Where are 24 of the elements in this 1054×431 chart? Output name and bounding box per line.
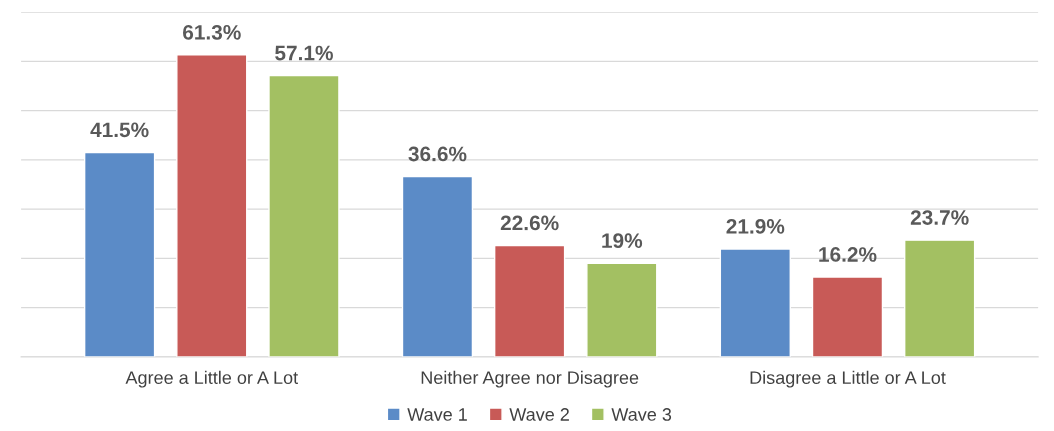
data-label: 36.6% (408, 146, 467, 162)
data-label: 61.3% (183, 24, 241, 40)
data-label: 16.2% (819, 247, 877, 262)
bar (268, 74, 340, 357)
bar (811, 276, 884, 357)
data-label: 19% (602, 233, 643, 249)
bar (401, 175, 474, 357)
x-tick-label: Agree a Little or A Lot (125, 370, 298, 388)
legend-label: Wave 1 (407, 408, 467, 421)
bar (493, 244, 566, 357)
legend-label: Wave 3 (611, 408, 672, 421)
x-tick-label: Neither Agree nor Disagree (421, 370, 639, 388)
bar (903, 239, 976, 357)
data-label: 21.9% (726, 219, 785, 234)
bar (719, 248, 791, 357)
data-label: 23.7% (910, 210, 969, 225)
bar (83, 151, 156, 357)
data-label: 57.1% (275, 45, 333, 61)
data-label: 22.6% (500, 215, 559, 231)
bar (176, 54, 248, 357)
x-tick-label: Disagree a Little or A Lot (750, 370, 946, 388)
bar (586, 262, 658, 357)
data-label: 41.5% (90, 122, 149, 138)
legend-label: Wave 2 (509, 408, 569, 421)
